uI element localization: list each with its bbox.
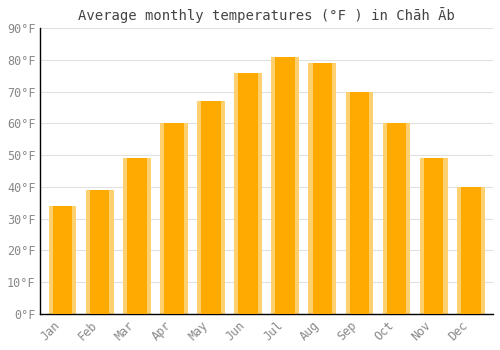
Bar bbox=[197, 101, 225, 314]
Title: Average monthly temperatures (°F ) in Chāh Āb: Average monthly temperatures (°F ) in Ch… bbox=[78, 7, 455, 23]
Bar bbox=[350, 92, 369, 314]
Bar bbox=[202, 101, 221, 314]
Bar bbox=[48, 206, 76, 314]
Bar bbox=[86, 190, 114, 314]
Bar bbox=[308, 63, 336, 314]
Bar bbox=[53, 206, 72, 314]
Bar bbox=[234, 73, 262, 314]
Bar bbox=[382, 124, 410, 314]
Bar bbox=[461, 187, 480, 314]
Bar bbox=[387, 124, 406, 314]
Bar bbox=[127, 158, 146, 314]
Bar bbox=[160, 124, 188, 314]
Bar bbox=[238, 73, 258, 314]
Bar bbox=[276, 57, 295, 314]
Bar bbox=[164, 124, 184, 314]
Bar bbox=[123, 158, 150, 314]
Bar bbox=[424, 158, 444, 314]
Bar bbox=[272, 57, 299, 314]
Bar bbox=[90, 190, 110, 314]
Bar bbox=[420, 158, 448, 314]
Bar bbox=[312, 63, 332, 314]
Bar bbox=[346, 92, 374, 314]
Bar bbox=[457, 187, 484, 314]
